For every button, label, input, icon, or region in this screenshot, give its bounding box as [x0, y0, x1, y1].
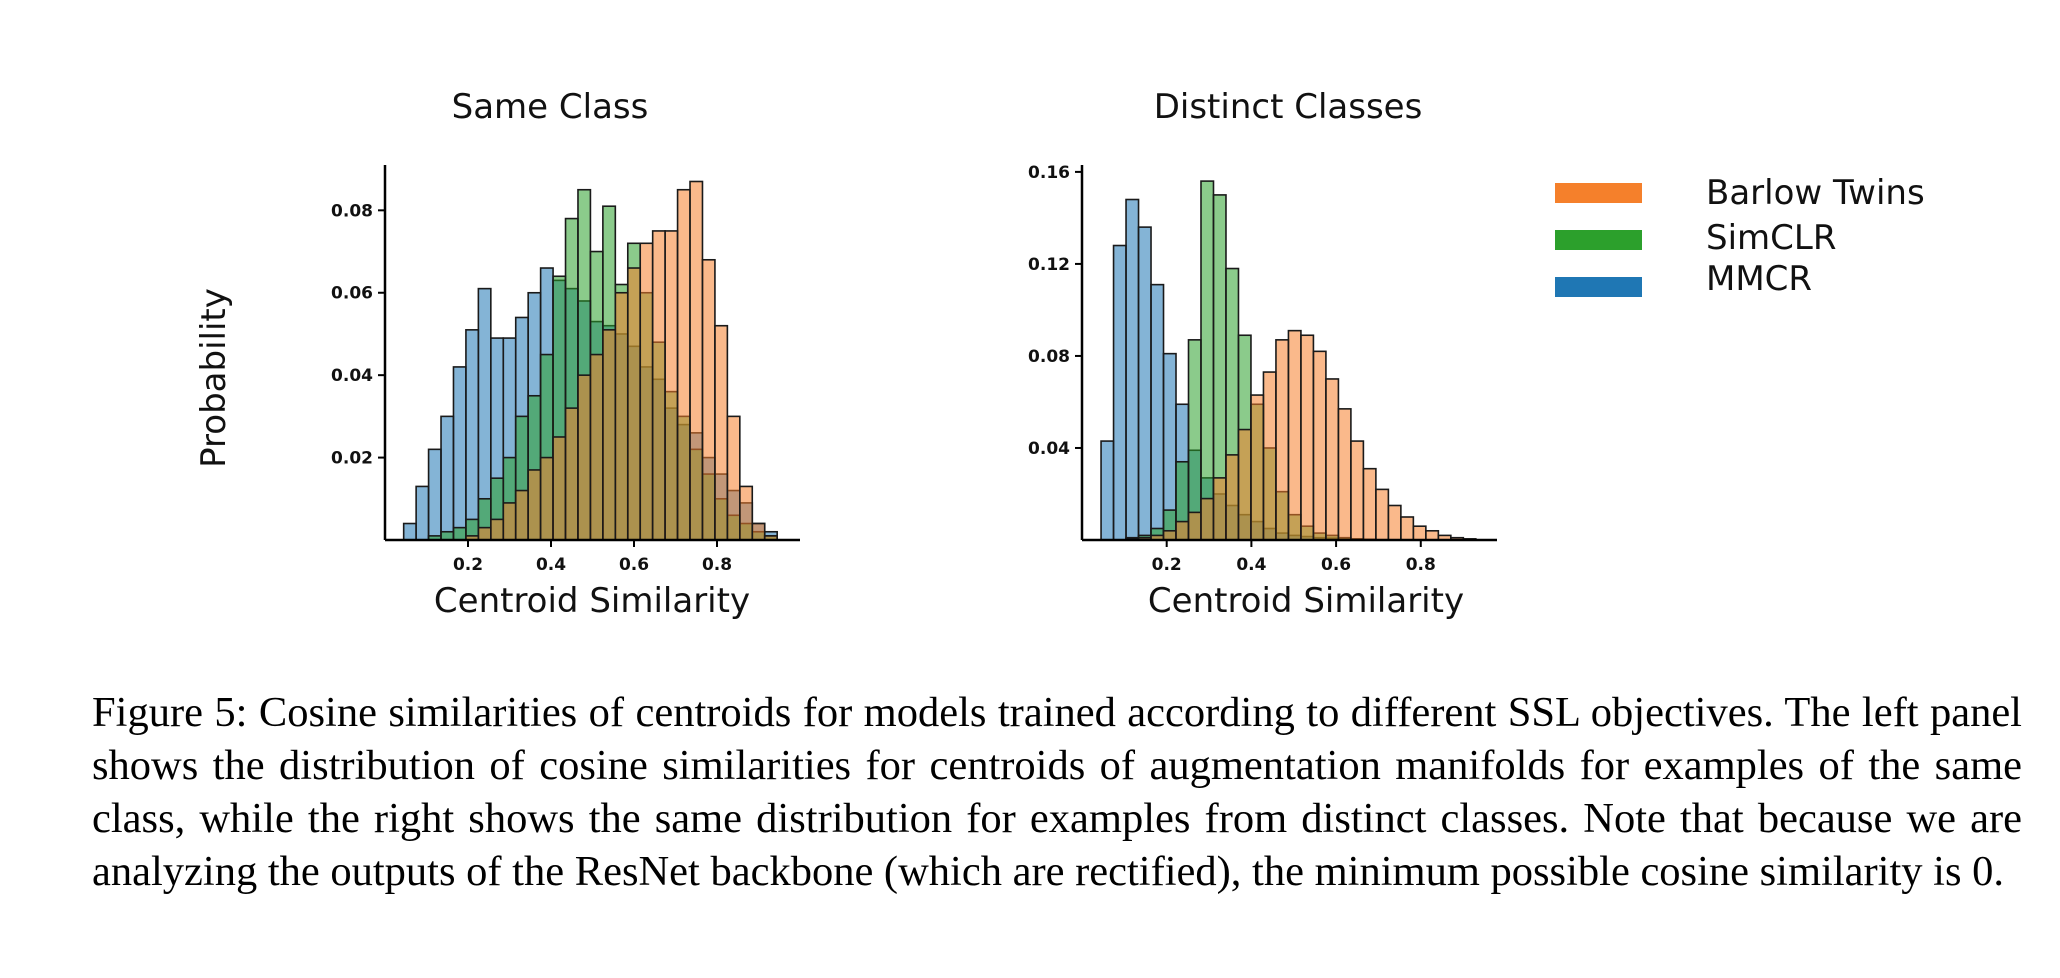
bar-mmcr-4 — [452, 366, 467, 541]
bar-barlow-twins-7 — [490, 518, 505, 541]
bar-barlow-twins-21 — [664, 230, 679, 541]
bar-barlow-twins-24 — [701, 258, 716, 541]
figure-caption: Figure 5: Cosine similarities of centroi… — [92, 689, 2022, 895]
bar-barlow-twins-10 — [527, 469, 542, 541]
bar-barlow-twins-8 — [1200, 497, 1215, 541]
bar-barlow-twins-26 — [726, 415, 741, 541]
bar-barlow-twins-11 — [539, 456, 554, 541]
bar-barlow-twins-10 — [1225, 454, 1240, 541]
y-tick-label: 0.16 — [1028, 163, 1070, 183]
bar-simclr-4 — [452, 526, 467, 541]
bar-barlow-twins-20 — [1350, 440, 1365, 541]
x-tick-label: 0.8 — [1406, 555, 1436, 575]
bar-barlow-twins-22 — [1375, 488, 1390, 541]
panel-title-same-class: Same Class — [452, 87, 649, 127]
axes-distinct-classes — [1080, 165, 1497, 542]
axes-same-class — [383, 165, 800, 542]
bar-barlow-twins-13 — [1262, 371, 1277, 541]
x-tick-label: 0.2 — [1152, 555, 1182, 575]
legend: Barlow Twins SimCLR MMCR — [1555, 173, 1925, 299]
bar-barlow-twins-28 — [751, 522, 766, 541]
bar-barlow-twins-18 — [1325, 378, 1340, 541]
bar-barlow-twins-23 — [689, 180, 704, 541]
bar-barlow-twins-7 — [1187, 511, 1202, 541]
bar-barlow-twins-5 — [1162, 529, 1177, 541]
legend-swatch-mmcr — [1555, 277, 1642, 297]
histogram-distinct-classes: 0.2 0.4 0.6 0.8 0.04 0.08 0.12 0.16 — [1028, 163, 1497, 575]
bar-mmcr-2 — [427, 448, 442, 541]
legend-swatch-simclr — [1555, 230, 1642, 250]
bar-mmcr-4 — [1150, 283, 1165, 541]
bar-barlow-twins-17 — [1312, 350, 1327, 541]
bar-mmcr-5 — [465, 329, 480, 541]
y-tick-label: 0.04 — [1028, 439, 1070, 459]
bar-barlow-twins-27 — [739, 485, 754, 541]
figure: Same Class 0.2 0.4 0.6 0.80.020.040.060.08 … — [194, 87, 1925, 621]
bar-barlow-twins-12 — [1250, 394, 1265, 541]
y-tick-label: 0.06 — [331, 284, 373, 304]
bar-mmcr-0 — [402, 522, 417, 541]
legend-label-barlow-twins: Barlow Twins — [1706, 173, 1925, 213]
bar-barlow-twins-19 — [1337, 408, 1352, 541]
bar-mmcr-1 — [415, 485, 430, 541]
bar-barlow-twins-14 — [577, 374, 592, 541]
bar-barlow-twins-9 — [1212, 477, 1227, 541]
bar-barlow-twins-24 — [1400, 516, 1415, 541]
y-axis-label: Probability — [194, 288, 234, 468]
bar-barlow-twins-18 — [626, 267, 642, 541]
bar-barlow-twins-22 — [676, 188, 691, 541]
x-tick-label: 0.4 — [1236, 555, 1266, 575]
legend-label-simclr: SimCLR — [1706, 218, 1836, 258]
bar-barlow-twins-11 — [1237, 428, 1252, 541]
bar-mmcr-2 — [1125, 198, 1140, 541]
y-tick-label: 0.08 — [1028, 347, 1070, 367]
x-tick-label: 0.6 — [619, 555, 649, 575]
y-tick-label: 0.12 — [1028, 255, 1070, 275]
bar-barlow-twins-6 — [477, 526, 492, 541]
bar-mmcr-3 — [1137, 226, 1152, 541]
y-tick-label: 0.08 — [331, 201, 373, 221]
bars-distinct-classes — [1100, 180, 1477, 541]
bar-barlow-twins-9 — [514, 489, 529, 541]
ticks-same-class: 0.2 0.4 0.6 0.8 0.02 0.04 0.06 0.08 — [331, 201, 732, 575]
x-axis-label-same-class: Centroid Similarity — [434, 581, 750, 621]
bar-barlow-twins-15 — [589, 353, 604, 541]
histogram-same-class: 0.2 0.4 0.6 0.8 0.02 0.04 0.06 0.08 — [331, 165, 800, 575]
y-tick-label: 0.04 — [331, 366, 373, 386]
bar-barlow-twins-23 — [1387, 504, 1402, 541]
bar-barlow-twins-13 — [564, 407, 579, 541]
bar-barlow-twins-15 — [1287, 329, 1302, 541]
y-tick-label: 0.02 — [331, 449, 373, 469]
bar-simclr-8 — [1200, 180, 1215, 541]
bar-mmcr-1 — [1112, 244, 1127, 541]
bar-barlow-twins-12 — [552, 436, 567, 541]
bar-simclr-7 — [1187, 339, 1202, 541]
bar-barlow-twins-19 — [639, 242, 654, 541]
bar-barlow-twins-25 — [1412, 525, 1427, 541]
bar-barlow-twins-6 — [1175, 520, 1190, 541]
bar-barlow-twins-25 — [714, 324, 729, 541]
panel-title-distinct-classes: Distinct Classes — [1154, 87, 1423, 127]
legend-label-mmcr: MMCR — [1706, 259, 1812, 299]
ticks-distinct-classes: 0.2 0.4 0.6 0.8 0.04 0.08 0.12 0.16 — [1028, 163, 1436, 575]
bars-same-class — [402, 180, 778, 541]
bar-barlow-twins-17 — [614, 291, 629, 541]
bar-barlow-twins-16 — [1300, 334, 1315, 541]
bar-mmcr-0 — [1100, 440, 1115, 541]
bar-barlow-twins-21 — [1362, 467, 1377, 541]
bar-barlow-twins-14 — [1275, 339, 1290, 541]
bar-barlow-twins-26 — [1425, 529, 1440, 541]
legend-swatch-barlow-twins — [1555, 183, 1642, 203]
x-axis-label-distinct-classes: Centroid Similarity — [1148, 581, 1464, 621]
bar-barlow-twins-8 — [502, 502, 517, 541]
bar-barlow-twins-16 — [602, 329, 617, 541]
bar-mmcr-3 — [440, 415, 455, 541]
x-tick-label: 0.8 — [702, 555, 732, 575]
x-tick-label: 0.4 — [536, 555, 566, 575]
bar-barlow-twins-20 — [651, 230, 666, 541]
x-tick-label: 0.2 — [453, 555, 483, 575]
x-tick-label: 0.6 — [1321, 555, 1351, 575]
